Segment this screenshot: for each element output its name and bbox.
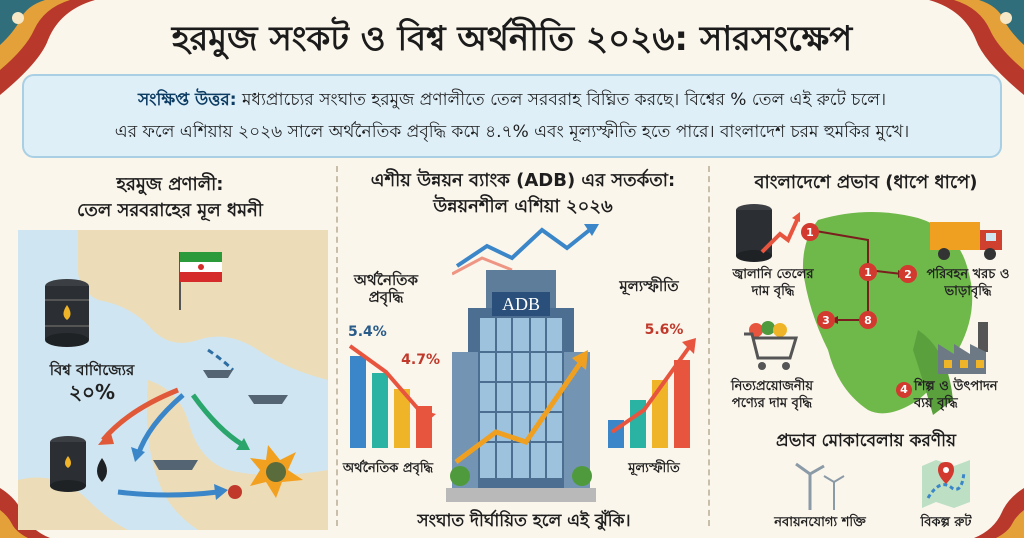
trend-arrowhead [422,410,436,426]
inflation-chart-title: মূল্যস্ফীতি [619,277,679,295]
risk-footer: সংঘাত দীর্ঘায়িত হলে এই ঝুঁকি। [417,511,631,531]
truck-icon [930,222,1002,260]
page-title: হরমুজ সংকট ও বিশ্ব অর্থনীতি ২০২৬: সারসংক… [171,19,853,59]
map-step-number: 2 [904,268,912,281]
inflation-bar-chart: 5.6% [608,322,696,448]
summary-line-2: এর ফলে এশিয়ায় ২০২৬ সালে অর্থনৈতিক প্রব… [114,122,910,142]
wind-turbine-icon [795,462,845,510]
ornament-corner-icon [0,0,95,95]
map-step-number: 8 [864,314,872,327]
chart-data-label: 4.7% [401,352,440,368]
strait-section-title: হরমুজ প্রণালী: তেল সরবরাহের মূল ধমনী [20,172,320,224]
adb-title-line-2: উন্নয়নশীল এশিয়া ২০২৬ [433,196,613,217]
adb-building-illustration [446,270,596,502]
trade-share-value: ২০% [68,380,116,404]
ornament-corner-icon [929,0,1024,95]
chart-bar [372,373,388,448]
summary-lead: সংক্ষিপ্ত উত্তর: [137,90,237,110]
trend-arrowhead [682,338,696,354]
map-step-number: 3 [822,314,830,327]
adb-sign: ADB [492,292,550,316]
ornament-corner-icon [0,488,50,538]
trend-line [610,344,692,434]
oil-drop-icon [97,458,107,482]
response-title: প্রভাব মোকাবেলায় করণীয় [776,431,956,451]
map-step-number: 1 [864,266,872,279]
fuel-barrel-icon [736,204,800,262]
trend-arrow-icon [452,224,599,276]
chart-bar [674,360,690,448]
alternate-route-icon [922,460,970,508]
step-transport-cost: পরিবহন খরচ ও ভাড়াবৃদ্ধি [926,267,1010,299]
growth-bar-chart: 5.4% 4.7% [348,324,440,448]
factory-icon [938,322,988,374]
chart-data-label: 5.4% [348,324,387,340]
strait-title-line-2: তেল সরবরাহের মূল ধমনী [77,200,263,221]
trend-line [348,344,428,420]
chart-data-label: 5.6% [645,322,684,338]
summary-line-1-text: মধ্যপ্রাচ্যের সংঘাত হরমুজ প্রণালীতে তেল … [236,90,887,110]
inflation-chart-caption: মূল্যস্ফীতি [628,461,680,476]
bangladesh-section-title: বাংলাদেশে প্রভাব (ধাপে ধাপে) [754,172,978,193]
bangladesh-map-illustration: 1 1 2 3 8 [801,211,973,415]
step-industry-cost: শিল্প ও উৎপাদন ব্যয় বৃদ্ধি [914,379,998,411]
summary-box: সংক্ষিপ্ত উত্তর: মধ্যপ্রাচ্যের সংঘাত হরম… [22,74,1002,158]
adb-section-title: এশীয় উন্নয়ন ব্যাংক (ADB) এর সতর্কতা: উ… [340,168,706,220]
renewable-energy-label: নবায়নযোগ্য শক্তি [774,515,866,530]
oil-barrel-icon [50,436,86,492]
shopping-cart-icon [744,321,799,370]
growth-chart-title: অর্থনৈতিক প্রবৃদ্ধি [354,271,418,306]
column-divider [336,166,338,526]
step-fuel-price: জ্বালানি তেলের দাম বৃদ্ধি [732,267,814,299]
chart-bar [394,389,410,448]
chart-bar [350,356,366,448]
step-number-badge: 4 [896,382,912,398]
growth-chart-caption: অর্থনৈতিক প্রবৃদ্ধি [342,461,434,476]
chart-bar [652,380,668,448]
trade-share-label: বিশ্ব বাণিজ্যের [49,361,135,379]
step-essential-goods: নিত্যপ্রয়োজনীয় পণ্যের দাম বৃদ্ধি [730,379,814,411]
strait-title-line-1: হরমুজ প্রণালী: [116,174,224,195]
oil-barrel-icon [45,279,89,347]
ornament-corner-icon [974,488,1024,538]
column-divider [708,166,710,526]
adb-title-line-1: এশীয় উন্নয়ন ব্যাংক (ADB) এর সতর্কতা: [370,170,676,191]
summary-line-1: সংক্ষিপ্ত উত্তর: মধ্যপ্রাচ্যের সংঘাত হরম… [38,84,986,116]
alternate-route-label: বিকল্প রুট [920,515,972,530]
map-step-number: 1 [806,226,814,239]
